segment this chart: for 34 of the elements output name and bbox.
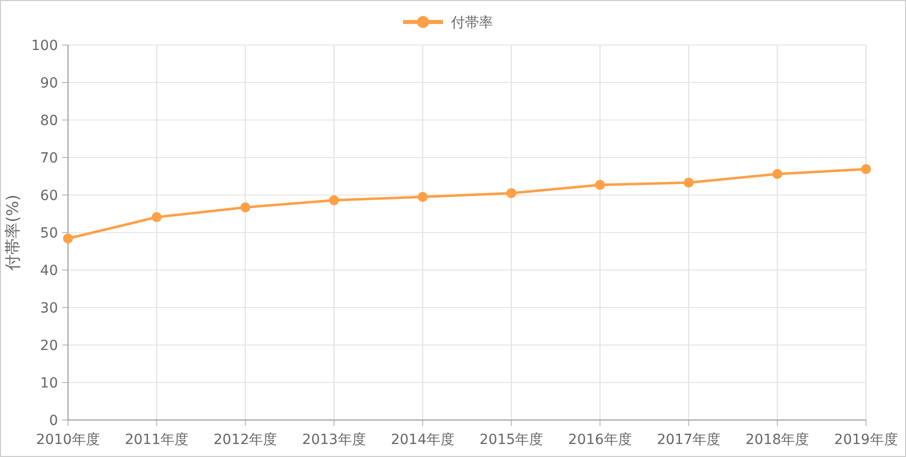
x-tick-label: 2017年度 [656, 432, 720, 448]
x-tick-label: 2014年度 [390, 432, 454, 448]
point [861, 164, 871, 174]
y-tick-label: 40 [40, 263, 58, 279]
x-tick-label: 2019年度 [834, 432, 898, 448]
x-tick-label: 2016年度 [568, 432, 632, 448]
point [418, 192, 428, 202]
y-tick-label: 70 [40, 150, 58, 166]
y-tick-label: 80 [40, 113, 58, 129]
x-tick-label: 2011年度 [124, 432, 188, 448]
point [684, 178, 694, 188]
point [240, 202, 250, 212]
point [152, 212, 162, 222]
point [329, 195, 339, 206]
legend: 付帯率 [403, 15, 493, 31]
y-tick-label: 60 [40, 188, 58, 204]
x-tick-label: 2010年度 [36, 432, 100, 448]
point [63, 234, 73, 244]
y-tick-label: 50 [40, 226, 58, 242]
x-tick-label: 2018年度 [746, 432, 810, 448]
y-tick-label: 90 [40, 76, 58, 92]
y-tick-label: 10 [40, 376, 58, 392]
point [506, 188, 516, 198]
y-tick-label: 0 [49, 413, 58, 429]
y-tick-label: 100 [31, 38, 58, 54]
y-axis-title: 付帯率(%) [3, 194, 22, 272]
legend-label: 付帯率 [450, 15, 493, 31]
x-tick-label: 2012年度 [214, 432, 278, 448]
x-tick-label: 2013年度 [302, 432, 366, 448]
y-tick-label: 30 [40, 300, 58, 316]
x-tick-label: 2015年度 [480, 432, 544, 448]
y-tick-label: 20 [40, 338, 58, 354]
point [772, 169, 782, 179]
point [595, 180, 605, 190]
